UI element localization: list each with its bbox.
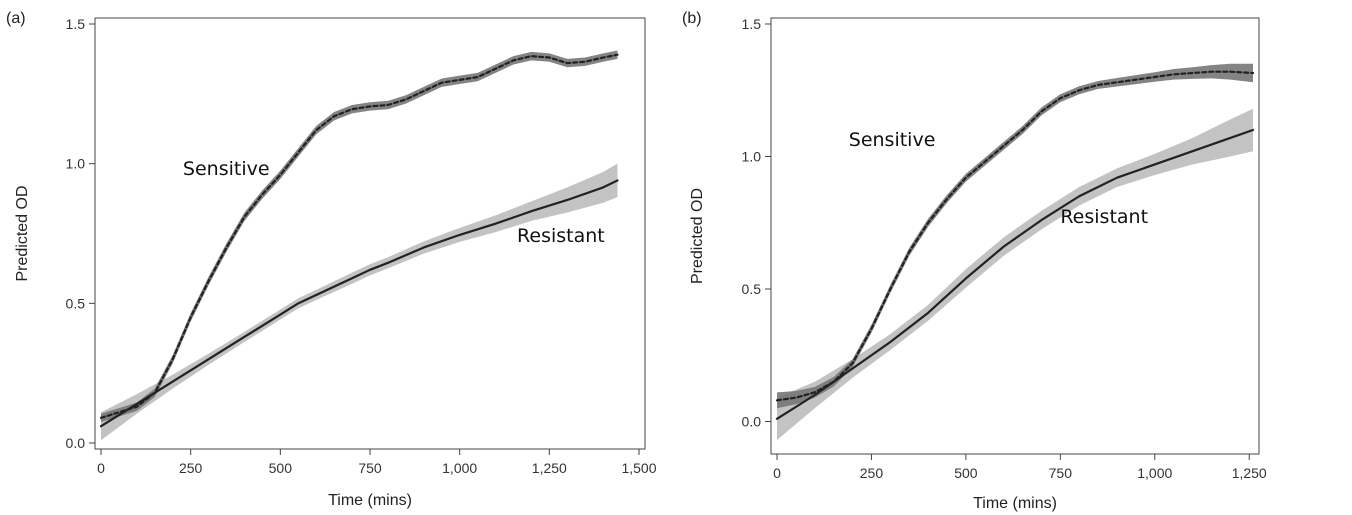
ci-bands xyxy=(777,63,1253,441)
series-line-sensitive xyxy=(775,70,1255,402)
y-tick-label: 0.5 xyxy=(742,281,762,297)
y-axis-label: Predicted OD xyxy=(14,185,31,281)
y-tick-label: 1.5 xyxy=(66,16,86,32)
x-tick-label: 750 xyxy=(358,460,382,476)
y-tick-label: 0.0 xyxy=(66,435,86,451)
annotation-resistant: Resistant xyxy=(1060,206,1148,228)
y-axis: 0.0 0.5 1.0 1.5 xyxy=(742,16,771,430)
x-tick-label: 0 xyxy=(97,460,105,476)
series-line-resistant xyxy=(99,179,619,428)
x-tick-label: 1,500 xyxy=(621,460,656,476)
x-axis-label: Time (mins) xyxy=(328,492,412,509)
series-line-resistant xyxy=(775,128,1255,420)
x-tick-label: 500 xyxy=(954,465,978,481)
ci-band-resistant xyxy=(777,108,1253,441)
x-axis-label: Time (mins) xyxy=(973,495,1057,512)
y-tick-label: 1.5 xyxy=(742,16,762,32)
ci-bands xyxy=(101,50,618,441)
ci-band-resistant xyxy=(101,163,618,441)
chart-b-svg: (b) 0 250 500 750 1,000 1,250 0.0 0.5 1.0 1.5 Time … xyxy=(682,10,1267,512)
x-tick-label: 1,250 xyxy=(532,460,567,476)
x-tick-label: 1,000 xyxy=(1137,465,1172,481)
y-tick-label: 0.0 xyxy=(742,414,762,430)
y-axis-label: Predicted OD xyxy=(689,188,706,284)
annotation-sensitive: Sensitive xyxy=(849,129,936,151)
y-tick-label: 1.0 xyxy=(66,156,86,172)
y-tick-label: 1.0 xyxy=(742,149,762,165)
x-axis: 0 250 500 750 1,000 1,250 1,500 xyxy=(97,449,657,476)
annotation-resistant: Resistant xyxy=(517,225,605,247)
y-tick-label: 0.5 xyxy=(66,295,86,311)
chart-panel-a: (a) 0 250 500 750 1,000 1,250 1,500 0.0 0.5 1.0 1.5… xyxy=(6,10,657,509)
chart-panel-b: (b) 0 250 500 750 1,000 1,250 0.0 0.5 1.0 1.5 Time … xyxy=(676,0,1352,515)
series-lines xyxy=(775,70,1255,420)
annotation-sensitive: Sensitive xyxy=(183,158,270,180)
x-tick-label: 1,250 xyxy=(1232,465,1267,481)
x-tick-label: 250 xyxy=(860,465,884,481)
x-tick-label: 750 xyxy=(1049,465,1073,481)
x-axis: 0 250 500 750 1,000 1,250 xyxy=(773,454,1267,481)
x-tick-label: 0 xyxy=(773,465,781,481)
series-line-sensitive xyxy=(99,53,619,419)
panel-label: (a) xyxy=(6,10,26,27)
x-tick-label: 250 xyxy=(179,460,203,476)
y-axis: 0.0 0.5 1.0 1.5 xyxy=(66,16,95,451)
chart-a-svg: (a) 0 250 500 750 1,000 1,250 1,500 0.0 0.5 1.0 1.5… xyxy=(6,10,657,509)
x-tick-label: 500 xyxy=(269,460,293,476)
panel-label: (b) xyxy=(682,10,702,27)
ci-band-sensitive xyxy=(777,63,1253,409)
plot-frame xyxy=(770,17,1260,455)
x-tick-label: 1,000 xyxy=(442,460,477,476)
series-lines xyxy=(99,53,619,428)
